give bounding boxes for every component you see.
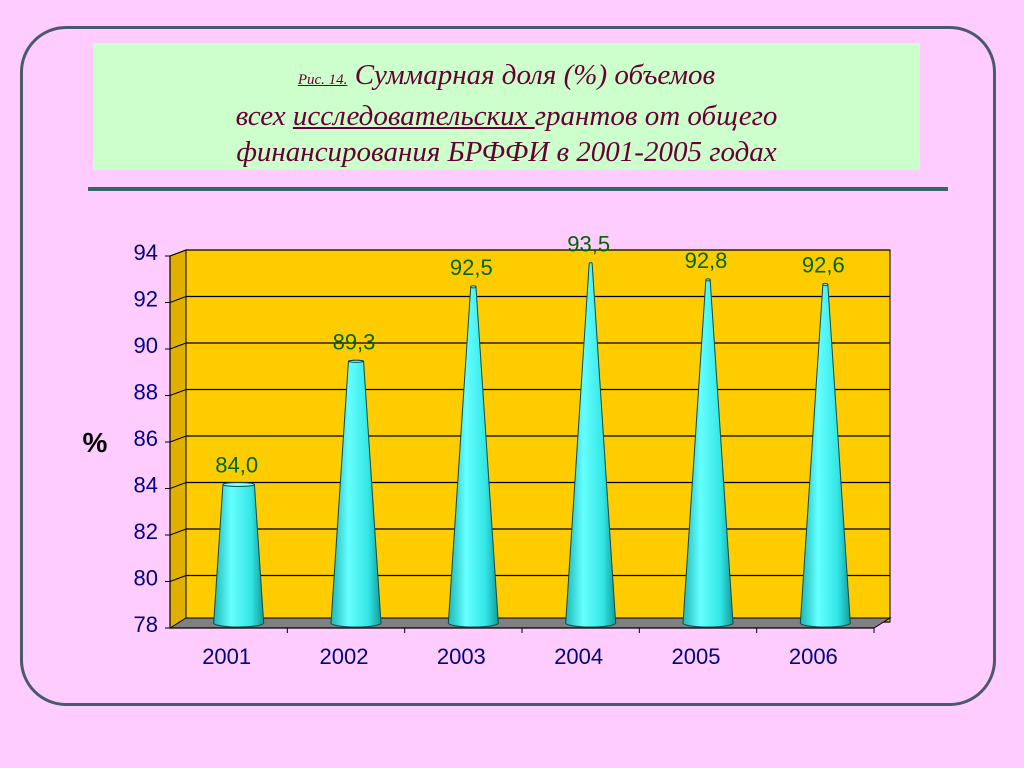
y-tick-label: 88 <box>134 380 158 405</box>
title-line-3: финансирования БРФФИ в 2001-2005 годах <box>236 136 777 168</box>
bar-top-2003 <box>470 285 477 289</box>
y-tick-label: 94 <box>134 240 158 265</box>
data-label-2006: 92,6 <box>802 253 845 278</box>
x-tick-label-2001: 2001 <box>202 644 251 669</box>
gridline-side <box>169 482 187 489</box>
data-label-2001: 84,0 <box>215 453 258 478</box>
data-label-2003: 92,5 <box>450 255 493 280</box>
title-divider <box>88 187 948 191</box>
title-line-2-prefix: всех <box>235 100 293 132</box>
plot-floor <box>168 617 892 629</box>
y-tick-label: 80 <box>134 566 158 591</box>
title-line-1-text: Суммарная доля (%) объемов <box>354 59 716 91</box>
y-tick-label: 82 <box>134 519 158 544</box>
figure-label: Рис. 14. <box>297 72 348 88</box>
title-line-2-suffix: грантов от общего <box>534 100 778 132</box>
gridline-side <box>169 389 187 396</box>
gridline-side <box>169 249 187 257</box>
y-tick-label: 86 <box>134 426 158 451</box>
title-line-2-underlined: исследовательских <box>292 100 535 132</box>
y-tick-label: 78 <box>134 612 158 637</box>
x-tick-label-2003: 2003 <box>437 644 486 669</box>
chart-title: Рис. 14. Суммарная доля (%) объемов всех… <box>93 43 920 170</box>
gridline-side <box>169 575 187 582</box>
bar-top-2002 <box>347 359 365 363</box>
y-tick-label: 90 <box>134 333 158 358</box>
bar-top-2005 <box>705 278 711 282</box>
title-line-1: Рис. 14. Суммарная доля (%) объемов <box>93 57 920 98</box>
gridline-side <box>169 342 187 350</box>
data-label-2005: 92,8 <box>685 248 728 273</box>
bar-2001 <box>213 482 265 628</box>
gridline-side <box>169 296 187 303</box>
x-tick-label-2002: 2002 <box>320 644 369 669</box>
gridline-side <box>169 528 187 536</box>
data-label-2002: 89,3 <box>333 329 376 354</box>
data-label-2004: 93,5 <box>567 232 610 257</box>
x-tick-label-2005: 2005 <box>672 644 721 669</box>
y-tick-label: 92 <box>134 287 158 312</box>
title-line-2: всех исследовательских грантов от общего <box>93 98 920 134</box>
y-tick-label: 84 <box>134 473 158 498</box>
y-axis-title: % <box>83 427 108 458</box>
x-tick-label-2006: 2006 <box>789 644 838 669</box>
bar-top-2006 <box>822 283 829 287</box>
gridline-side <box>169 435 187 443</box>
slide-frame <box>20 26 996 706</box>
x-tick-label-2004: 2004 <box>554 644 603 669</box>
bar-2004 <box>565 262 617 628</box>
bar-top-2001 <box>222 482 255 487</box>
